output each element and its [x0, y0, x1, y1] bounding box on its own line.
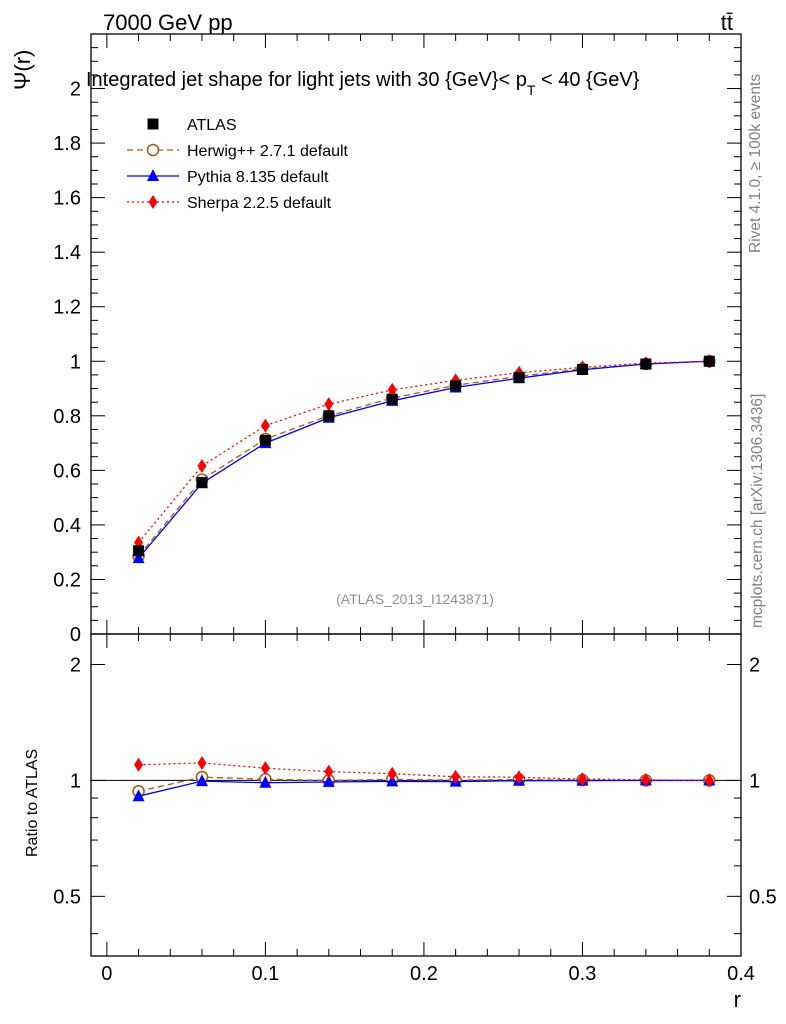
- x-tick-label: 0.4: [727, 963, 755, 985]
- main-series-group: [132, 354, 716, 564]
- legend-marker-sherpa: [148, 195, 158, 209]
- y-tick-label: 1.8: [53, 133, 81, 155]
- y-axis-label: Ψ(r): [10, 50, 35, 90]
- chart-title-tail: < 40 {GeV}: [535, 69, 639, 91]
- x-axis: 0 0.1 0.2 0.3 0.4: [101, 34, 755, 985]
- ratio-y-tick-label-left: 1: [70, 770, 81, 792]
- ratio-point-sherpa: [134, 757, 144, 772]
- y-tick-label: 1.6: [53, 188, 81, 210]
- ratio-y-tick-label-left: 2: [70, 654, 81, 676]
- ratio-point-sherpa: [577, 772, 587, 787]
- ratio-point-pythia: [259, 775, 272, 788]
- main-y-axis: 0 0.2 0.4 0.6 0.8 1 1.2 1.4 1.6 1.8 2: [53, 33, 741, 646]
- ratio-point-sherpa: [387, 766, 397, 781]
- ratio-panel-frame: [90, 633, 742, 957]
- ratio-line-pythia: [138, 779, 710, 797]
- x-tick-label: 0.3: [569, 963, 597, 985]
- data-point-atlas: [703, 355, 715, 367]
- data-point-sherpa: [324, 397, 334, 412]
- legend-marker-pythia: [147, 169, 159, 181]
- ratio-line-sherpa: [138, 762, 710, 782]
- energy-label: 7000 GeV pp: [103, 10, 233, 35]
- ratio-y-tick-label-right: 1: [749, 770, 760, 792]
- data-point-atlas: [323, 410, 335, 422]
- ratio-point-sherpa: [324, 764, 334, 779]
- ratio-y-axis: 0.5 0.5 1 1 2 2: [53, 654, 777, 935]
- series-line-herwig: [138, 360, 710, 557]
- legend-label-herwig: Herwig++ 2.7.1 default: [187, 143, 349, 160]
- legend-label-sherpa: Sherpa 2.2.5 default: [187, 195, 332, 212]
- data-point-atlas: [513, 372, 525, 384]
- data-point-atlas: [576, 363, 588, 375]
- data-point-sherpa: [260, 418, 270, 433]
- series-line-sherpa: [138, 360, 710, 544]
- y-tick-label: 0.6: [53, 460, 81, 482]
- legend-label-atlas: ATLAS: [187, 117, 237, 134]
- ratio-point-pythia: [195, 774, 208, 787]
- data-point-atlas: [133, 545, 145, 557]
- data-point-atlas: [450, 380, 462, 392]
- series-line-pythia: [138, 360, 710, 559]
- legend-marker-atlas: [147, 118, 159, 130]
- y-tick-label: 2: [70, 79, 81, 101]
- chart-title-subscript: T: [527, 82, 536, 98]
- x-tick-label: 0: [101, 963, 112, 985]
- y-tick-label: 0.8: [53, 406, 81, 428]
- ratio-y-tick-label-left: 0.5: [53, 886, 81, 908]
- legend: ATLAS Herwig++ 2.7.1 default Pythia 8.135 …: [127, 117, 349, 212]
- ratio-point-sherpa: [451, 769, 461, 784]
- ratio-point-pythia: [132, 789, 145, 802]
- data-point-sherpa: [387, 382, 397, 397]
- x-tick-label: 0.2: [410, 963, 438, 985]
- ratio-point-sherpa: [514, 770, 524, 785]
- y-tick-label: 0.2: [53, 569, 81, 591]
- x-axis-label: r: [734, 987, 741, 1012]
- mcplots-label: mcplots.cern.ch [arXiv:1306.3436]: [749, 394, 766, 628]
- y-tick-label: 1: [70, 351, 81, 373]
- ratio-point-sherpa: [197, 755, 207, 770]
- ratio-y-tick-label-right: 0.5: [749, 886, 777, 908]
- data-point-atlas: [259, 434, 271, 446]
- data-point-atlas: [196, 477, 208, 489]
- y-tick-label: 0: [70, 624, 81, 646]
- analysis-label: (ATLAS_2013_I1243871): [336, 591, 494, 607]
- data-point-atlas: [640, 358, 652, 370]
- ratio-point-sherpa: [704, 773, 714, 788]
- legend-label-pythia: Pythia 8.135 default: [187, 169, 329, 186]
- data-point-pythia: [132, 551, 145, 564]
- rivet-label: Rivet 4.1.0, ≥ 100k events: [747, 74, 764, 253]
- data-point-atlas: [386, 393, 398, 405]
- ratio-point-sherpa: [260, 761, 270, 776]
- chart-title-main: Integrated jet shape for light jets with…: [86, 69, 527, 91]
- y-tick-label: 1.4: [53, 242, 81, 264]
- y-tick-label: 1.2: [53, 297, 81, 319]
- data-point-sherpa: [197, 459, 207, 473]
- ratio-y-tick-label-right: 2: [749, 654, 760, 676]
- legend-marker-herwig: [146, 143, 160, 157]
- ratio-y-axis-label: Ratio to ATLAS: [24, 749, 41, 857]
- x-tick-label: 0.1: [251, 963, 279, 985]
- y-tick-label: 0.4: [53, 515, 81, 537]
- process-label: tt̄: [721, 10, 733, 35]
- chart-title: Integrated jet shape for light jets with…: [86, 69, 640, 98]
- ratio-point-sherpa: [641, 772, 651, 787]
- ratio-point-pythia: [322, 774, 335, 787]
- ratio-series-group: [132, 755, 716, 802]
